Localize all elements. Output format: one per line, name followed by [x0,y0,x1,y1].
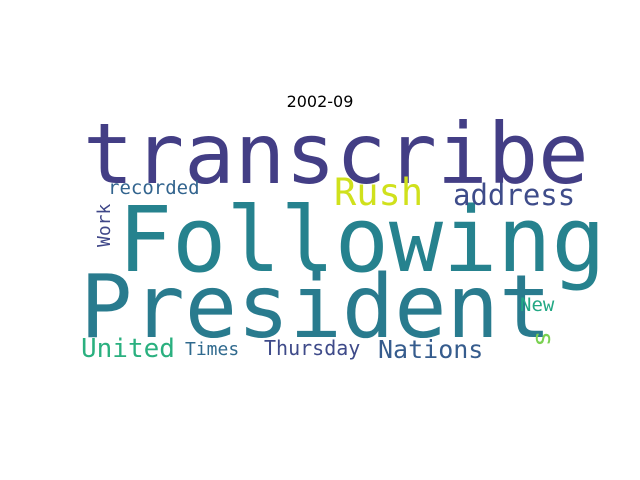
cloud-word-new: New [520,294,555,316]
cloud-word-work: Work [94,203,115,247]
cloud-word-transcribe: transcribe [83,105,589,203]
figure-title: 2002-09 [286,92,354,111]
cloud-word-recorded: recorded [108,177,200,199]
cloud-word-united: United [81,334,175,364]
cloud-word-s: s [529,331,559,347]
word-cloud: transcribe Following President Rush addr… [80,112,606,364]
cloud-word-times: Times [185,339,240,360]
cloud-word-nations: Nations [378,335,484,364]
cloud-word-rush: Rush [334,171,424,214]
cloud-word-thursday: Thursday [264,336,361,360]
cloud-word-president: President [80,256,552,358]
cloud-word-following: Following [118,188,606,293]
cloud-word-address: address [453,178,576,212]
